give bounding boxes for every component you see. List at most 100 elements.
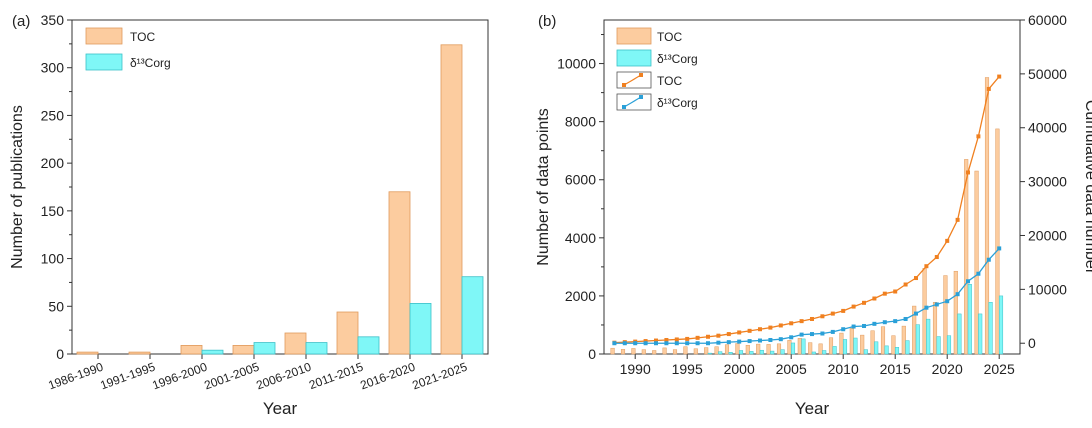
panel-b-bar-toc <box>870 330 875 355</box>
panel-b-point-toc <box>872 296 877 301</box>
panel-b-point-d13c <box>799 332 804 337</box>
panel-b-bar-toc <box>704 347 709 355</box>
panel-b-point-d13c <box>778 337 783 342</box>
panel-b-point-d13c <box>893 319 898 324</box>
panel-b-point-d13c <box>851 324 856 329</box>
panel-b-bar-d13c <box>894 347 900 355</box>
panel-a-bar-toc <box>232 345 255 355</box>
panel-b-bar-d13c <box>915 324 920 355</box>
panel-b-point-toc <box>799 319 804 324</box>
panel-b-legend-line-swatch <box>623 96 642 108</box>
panel-a-bar-d13c <box>201 349 224 355</box>
panel-b-x-tick-label: 2010 <box>828 361 859 377</box>
panel-b-bar-d13c <box>884 345 889 355</box>
panel-b-bar-toc <box>797 338 802 355</box>
panel-b-point-toc <box>737 330 742 335</box>
panel-b-point-d13c <box>685 341 690 346</box>
panel-b-bar-toc <box>766 344 771 355</box>
panel-a-legend-label: TOC <box>130 30 155 44</box>
panel-b-bar-toc <box>932 302 938 355</box>
panel-a-bar-d13c <box>305 342 328 355</box>
panel-b-point-toc <box>862 300 866 305</box>
panel-b-point-d13c <box>882 320 887 325</box>
panel-b-bar-toc <box>828 337 834 355</box>
panel-b-bar-toc <box>818 343 823 355</box>
panel-b-point-d13c <box>872 321 877 326</box>
panel-b-bar-d13c <box>707 352 712 355</box>
panel-b-legend-marker <box>622 83 626 87</box>
panel-b-point-d13c <box>976 271 981 276</box>
panel-b-line-d13c-cumulative <box>614 247 1000 344</box>
panel-b-point-d13c <box>966 279 970 284</box>
panel-b-y-right-tick-label: 50000 <box>1028 66 1067 82</box>
panel-b-point-d13c <box>914 311 918 316</box>
panel-b-y-tick-label: 8000 <box>565 114 596 130</box>
panel-b-point-toc <box>914 276 918 281</box>
panel-b-point-d13c <box>612 341 617 346</box>
panel-b-y-right-axis-label: Cumulative data number <box>1082 100 1092 275</box>
panel-b-bar-d13c <box>822 350 827 355</box>
panel-b-point-d13c <box>758 338 762 343</box>
panel-b-point-toc <box>934 255 939 260</box>
panel-a-y-tick-label: 350 <box>41 12 65 28</box>
panel-b-bar-toc <box>984 77 990 355</box>
panel-b-point-d13c <box>737 339 742 344</box>
panel-b-point-toc <box>810 316 814 321</box>
panel-b-legend-bar-swatch <box>616 27 652 45</box>
panel-b-bar-toc <box>683 346 688 355</box>
panel-a-bar-toc <box>388 191 411 355</box>
panel-b-y-right-tick-label: 20000 <box>1028 227 1067 243</box>
panel-b-y-tick-label: 6000 <box>565 172 596 188</box>
panel-b-bar-d13c <box>863 349 868 355</box>
panel-b-label: (b) <box>538 13 556 30</box>
panel-b-point-d13c <box>695 341 700 346</box>
panel-b-x-tick-label: 1995 <box>672 361 703 377</box>
panel-b-point-toc <box>955 217 960 222</box>
panel-a-y-tick-label: 200 <box>41 155 65 171</box>
panel-b-bar-d13c <box>874 341 879 355</box>
panel-b-x-tick-label: 2020 <box>932 361 963 377</box>
panel-b-bar-toc <box>995 128 1000 355</box>
panel-b-bar-toc <box>724 344 730 355</box>
panel-b-point-d13c <box>622 341 627 346</box>
panel-a-y-tick-label: 250 <box>41 107 65 123</box>
panel-b-bar-d13c <box>936 336 941 355</box>
panel-b-point-d13c <box>997 246 1002 251</box>
panel-b-bar-toc <box>849 328 854 355</box>
panel-b-bar-d13c <box>749 351 754 355</box>
panel-b-bar-toc <box>860 334 865 355</box>
panel-b-point-d13c <box>945 299 950 304</box>
panel-b-point-d13c <box>789 335 794 340</box>
panel-b-bar-d13c <box>842 339 848 355</box>
panel-a-y-tick-label: 150 <box>41 203 65 219</box>
panel-a-legend-swatch <box>85 27 123 45</box>
panel-b-bar-d13c <box>978 313 983 355</box>
panel-b-point-toc <box>726 332 731 337</box>
panel-b-point-toc <box>747 328 752 333</box>
panel-b-bar-d13c <box>957 313 962 355</box>
panel-b-point-toc <box>778 323 783 328</box>
panel-a-bar-toc <box>180 345 203 355</box>
panel-b-bar-d13c <box>738 350 744 355</box>
panel-b-point-toc <box>986 86 991 91</box>
panel-b-bar-d13c <box>832 346 837 355</box>
panel-b-bar-d13c <box>718 351 723 355</box>
panel-b-y-tick-label: 0 <box>588 346 596 362</box>
panel-b-bar-toc <box>631 348 636 355</box>
panel-b-point-d13c <box>903 316 908 321</box>
panel-a-bar-d13c <box>461 276 484 355</box>
panel-b-y-tick-label: 10000 <box>557 56 596 72</box>
panel-b-bar-toc <box>891 335 896 355</box>
panel-b-legend-label: TOC <box>657 30 682 44</box>
panel-b-bar-toc <box>714 346 719 355</box>
panel-b-point-toc <box>820 314 825 319</box>
panel-b-point-toc <box>997 74 1002 79</box>
panel-a-y-tick-label: 300 <box>41 60 65 76</box>
panel-b-point-d13c <box>747 339 752 344</box>
panel-b-point-toc <box>768 325 773 330</box>
panel-b-point-toc <box>789 321 794 326</box>
panel-a-legend-swatch <box>85 53 123 71</box>
panel-b-point-d13c <box>654 341 658 346</box>
panel-a-bar-toc <box>440 44 463 355</box>
panel-b-point-d13c <box>768 337 773 342</box>
